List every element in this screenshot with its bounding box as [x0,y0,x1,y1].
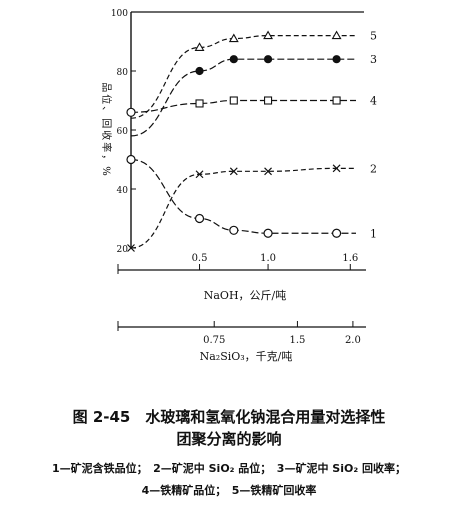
data-point-series-5 [194,42,205,51]
data-point-series-2 [229,167,238,176]
data-point-series-4 [332,96,341,105]
data-point-series-5 [263,30,274,40]
data-point-series-4 [229,96,238,105]
data-point-series-3 [263,55,273,64]
data-point-series-2 [332,164,341,173]
x-tick-label-silicate: 1.5 [289,335,305,346]
x-tick-label-naoh: 0.5 [192,253,208,264]
data-point-series-2 [264,167,272,176]
series-label-3: 3 [370,53,377,66]
data-point-series-5 [228,33,239,43]
series-label-4: 4 [370,95,377,108]
figure-legend-line2: 4—铁精矿品位； 5—铁精矿回收率 [141,484,317,497]
y-tick-label: 60 [117,127,129,137]
series-label-2: 2 [370,162,377,175]
data-point-series-4 [126,107,136,117]
data-point-series-2 [195,170,204,179]
y-axis-label: 品位、回收率，% [100,82,113,178]
data-point-series-3 [332,55,341,64]
series-line-5 [130,35,356,119]
data-point-series-1 [263,228,273,238]
x-tick-label-silicate: 0.75 [203,335,225,346]
series-label-5: 5 [370,30,377,43]
figure-caption-title: 图 2-45 水玻璃和氢氧化钠混合用量对选择性 [72,408,386,426]
data-point-series-4 [264,96,273,105]
x-axis-label-silicate: Na₂SiO₃，千克/吨 [200,350,293,363]
y-tick-label: 20 [117,245,129,255]
figure-legend-line1: 1—矿泥含铁品位； 2—矿泥中 SiO₂ 品位； 3—矿泥中 SiO₂ 回收率； [51,462,406,475]
x-tick-label-naoh: 1.0 [260,253,276,264]
series-line-1 [130,158,356,234]
data-point-series-1 [194,213,205,224]
y-tick-label: 40 [117,186,129,196]
x-tick-label-naoh: 1.6 [342,253,358,264]
data-point-series-4 [195,99,204,108]
data-point-series-3 [195,66,204,76]
data-point-series-3 [229,55,238,64]
series-line-3 [130,58,356,137]
data-point-series-1 [126,154,136,165]
series-line-2 [130,167,356,249]
data-point-series-5 [331,30,342,40]
x-axis-label-naoh: NaOH，公斤/吨 [204,289,287,302]
data-point-series-1 [229,225,239,235]
series-label-1: 1 [370,227,377,240]
data-point-series-2 [127,244,135,252]
y-tick-label: 80 [117,68,129,78]
x-tick-label-silicate: 2.0 [345,335,361,346]
y-tick-label: 100 [111,9,128,19]
data-point-series-1 [331,228,342,238]
chart-figure: 100 80 60 40 20 品位、回收率，% 0.5 1.0 1.6 NaOH，公斤/吨 0.7… [100,9,377,363]
figure-caption-title-line2: 团聚分离的影响 [176,430,282,448]
series-line-4 [130,99,356,113]
